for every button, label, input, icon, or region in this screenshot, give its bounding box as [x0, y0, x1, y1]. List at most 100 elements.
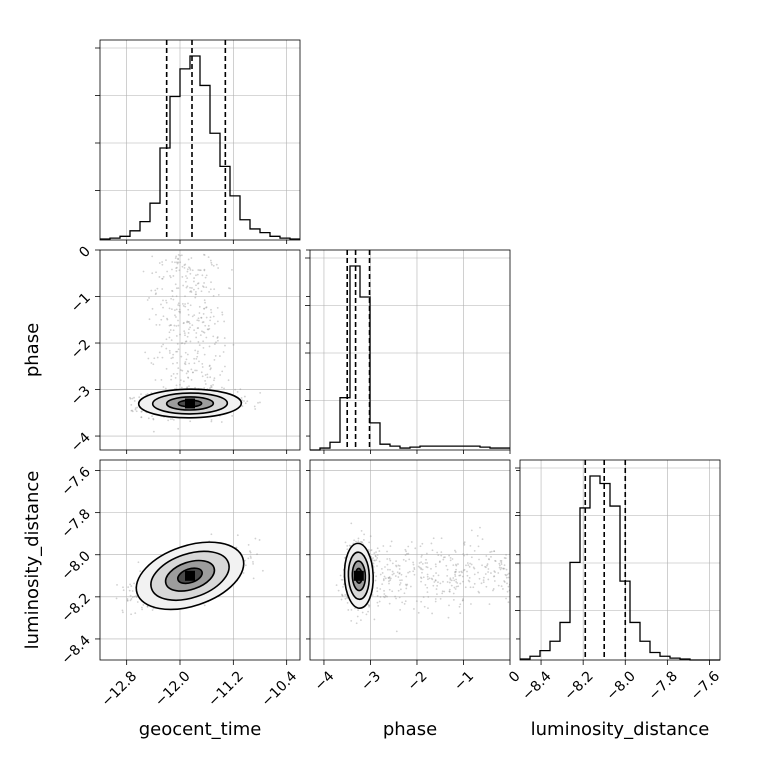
scatter-point — [185, 275, 187, 277]
scatter-point — [184, 295, 186, 298]
scatter-point — [379, 573, 382, 576]
scatter-point — [175, 295, 178, 298]
scatter-point — [131, 409, 133, 412]
scatter-point — [406, 583, 409, 586]
scatter-point — [426, 575, 429, 578]
scatter-point — [146, 393, 149, 395]
scatter-point — [212, 383, 214, 386]
scatter-point — [341, 593, 343, 596]
scatter-point — [410, 541, 413, 543]
scatter-point — [135, 596, 138, 598]
scatter-point — [179, 383, 181, 386]
scatter-point — [246, 400, 249, 403]
scatter-point — [168, 336, 171, 339]
scatter-point — [185, 358, 188, 361]
scatter-point — [376, 554, 379, 556]
scatter-point — [202, 286, 205, 288]
scatter-point — [449, 578, 452, 581]
scatter-point — [232, 343, 235, 346]
scatter-point — [405, 575, 408, 578]
scatter-point — [176, 362, 179, 364]
scatter-point — [482, 576, 485, 579]
scatter-point — [183, 330, 186, 333]
scatter-point — [206, 328, 209, 331]
scatter-point — [335, 584, 338, 587]
scatter-point — [172, 362, 174, 365]
scatter-point — [196, 273, 199, 276]
scatter-point — [228, 287, 230, 289]
scatter-point — [430, 542, 433, 545]
scatter-point — [181, 265, 184, 268]
scatter-point — [465, 564, 467, 567]
scatter-point — [381, 583, 384, 586]
scatter-point — [360, 619, 362, 622]
scatter-point — [172, 418, 175, 421]
scatter-point — [420, 580, 422, 583]
scatter-point — [169, 418, 172, 421]
scatter-point — [435, 588, 438, 590]
scatter-point — [213, 322, 216, 325]
scatter-point — [446, 581, 449, 583]
scatter-point — [214, 355, 217, 357]
scatter-point — [367, 549, 370, 551]
scatter-point — [355, 622, 358, 625]
scatter-point — [151, 609, 154, 611]
scatter-point — [502, 588, 504, 590]
scatter-point — [208, 387, 211, 390]
scatter-point — [500, 561, 503, 564]
scatter-point — [219, 355, 221, 357]
scatter-point — [197, 269, 200, 271]
scatter-point — [422, 596, 425, 598]
scatter-point — [150, 362, 153, 364]
scatter-point — [493, 550, 495, 553]
x-tick-label: −12.8 — [99, 668, 141, 710]
scatter-point — [192, 371, 194, 374]
scatter-point — [213, 343, 216, 346]
scatter-point — [174, 261, 176, 264]
scatter-point — [378, 550, 381, 552]
scatter-point — [450, 579, 453, 582]
scatter-point — [249, 550, 251, 553]
scatter-point — [485, 555, 488, 557]
scatter-point — [133, 582, 136, 585]
scatter-point — [202, 340, 205, 343]
scatter-point — [391, 562, 394, 565]
contour-line — [176, 567, 204, 585]
scatter-point — [121, 611, 124, 614]
scatter-point — [252, 562, 254, 565]
scatter-point — [236, 391, 239, 393]
scatter-point — [400, 579, 403, 582]
scatter-point — [174, 283, 177, 286]
scatter-point — [175, 308, 178, 311]
scatter-point — [182, 284, 185, 287]
scatter-point — [473, 573, 476, 576]
scatter-point — [165, 347, 168, 350]
scatter-point — [395, 597, 397, 600]
scatter-point — [177, 427, 180, 430]
scatter-point — [200, 290, 203, 293]
scatter-point — [223, 320, 226, 323]
scatter-point — [190, 257, 193, 259]
scatter-point — [181, 303, 184, 305]
scatter-point — [221, 313, 224, 316]
scatter-point — [402, 558, 405, 561]
scatter-point — [423, 605, 426, 608]
scatter-point — [210, 533, 213, 536]
scatter-point — [178, 308, 181, 311]
scatter-point — [191, 315, 194, 318]
scatter-point — [131, 397, 134, 400]
scatter-point — [194, 349, 197, 352]
scatter-point — [130, 409, 133, 412]
scatter-point — [398, 583, 401, 586]
scatter-point — [445, 564, 448, 567]
scatter-point — [160, 345, 163, 348]
scatter-point — [374, 579, 377, 582]
scatter-point — [342, 583, 345, 586]
scatter-point — [388, 582, 390, 585]
scatter-point — [171, 295, 174, 298]
scatter-point — [193, 277, 195, 279]
scatter-point — [203, 307, 205, 310]
density-peak — [353, 570, 364, 581]
scatter-point — [155, 313, 157, 316]
scatter-point — [183, 342, 186, 345]
